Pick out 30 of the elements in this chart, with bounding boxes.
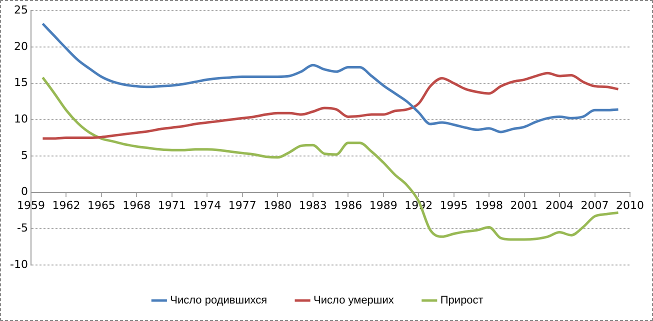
legend-label: Прирост: [440, 294, 484, 307]
x-tick-label: 1986: [334, 198, 362, 212]
line-series: [41, 22, 620, 134]
x-tick-label: 1968: [122, 198, 151, 212]
line-series: [41, 72, 620, 140]
x-tick-label: 1971: [158, 198, 186, 212]
x-tick-label: 1974: [193, 198, 222, 212]
y-tick-label: 20: [14, 40, 28, 53]
legend-label: Число родившихся: [170, 294, 268, 307]
y-tick-label: -5: [17, 222, 28, 235]
x-tick-label: 1977: [228, 198, 256, 212]
x-tick-label: 2007: [580, 198, 609, 212]
y-tick-label: 0: [20, 185, 28, 198]
x-tick-label: 1989: [369, 198, 398, 212]
x-tick-label: 1983: [298, 198, 327, 212]
x-tick-label: 2004: [546, 198, 574, 212]
y-tick-label: 15: [14, 76, 28, 90]
x-tick-label: 2010: [616, 198, 644, 212]
x-tick-label: 1995: [440, 198, 468, 212]
y-tick-label: 10: [14, 112, 28, 126]
x-tick-label: 1959: [16, 198, 45, 212]
y-tick-label: 25: [14, 3, 28, 16]
y-tick-label: 5: [20, 148, 28, 162]
x-tick-label: 1980: [264, 198, 292, 212]
legend-label: Число умерших: [314, 294, 394, 307]
x-tick-label: 1998: [475, 198, 504, 212]
y-tick-label: -10: [10, 258, 28, 271]
x-tick-label: 2001: [510, 198, 538, 212]
x-tick-label: 1962: [52, 198, 80, 212]
x-tick-label: 1965: [87, 198, 116, 212]
